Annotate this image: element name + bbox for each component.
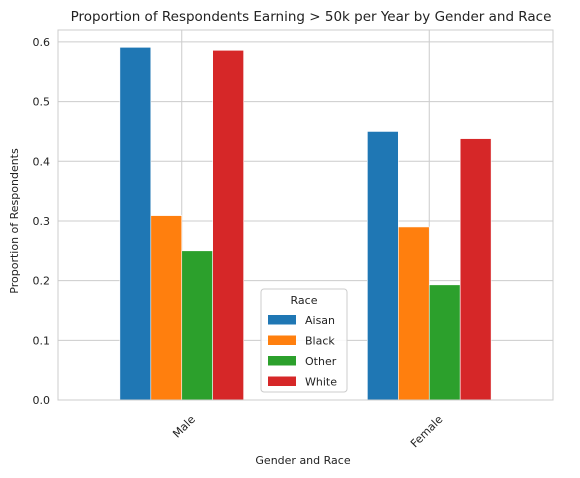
x-axis-label: Gender and Race [255,454,350,467]
bars [119,47,492,401]
bar-white-male [212,49,244,401]
legend-swatch [268,356,296,366]
legend-swatch [268,376,296,386]
legend-label: Aisan [305,314,335,327]
y-axis-ticks: 0.0 0.1 0.2 0.3 0.4 0.5 0.6 [33,36,51,407]
y-tick-label: 0.2 [33,275,51,288]
chart-title: Proportion of Respondents Earning > 50k … [71,9,552,25]
legend: Race Aisan Black Other White [260,288,348,393]
y-tick-label: 0.4 [33,155,51,168]
bar-other-female [428,284,461,401]
y-tick-label: 0.1 [33,334,51,347]
y-tick-label: 0.3 [33,215,51,228]
legend-swatch [268,335,296,345]
bar-aisan-male [119,47,152,401]
plot-frame [57,29,554,401]
bar-white-female [459,138,492,401]
x-tick-label: Male [170,413,198,441]
legend-label: Black [305,335,335,348]
bar-other-male [181,250,213,401]
x-axis-ticks: Male Female [170,413,445,450]
y-axis-label: Proportion of Respondents [8,148,21,294]
legend-box [260,288,348,393]
y-tick-label: 0.5 [33,96,51,109]
bar-black-male [150,215,183,401]
y-tick-label: 0.0 [33,394,51,407]
y-tick-label: 0.6 [33,36,51,49]
legend-title: Race [291,294,318,307]
bar-black-female [398,226,430,401]
legend-label: Other [305,355,337,368]
legend-swatch [268,315,296,325]
legend-label: White [305,376,337,389]
x-tick-label: Female [408,413,445,450]
bar-aisan-female [367,131,399,401]
